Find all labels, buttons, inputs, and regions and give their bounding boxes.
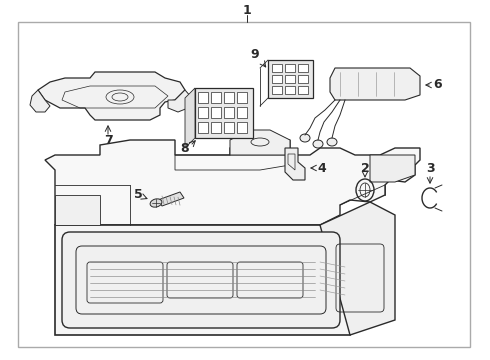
- Ellipse shape: [327, 138, 337, 146]
- Bar: [298, 64, 308, 72]
- Bar: [285, 64, 295, 72]
- Bar: [195, 88, 253, 138]
- Bar: [298, 75, 308, 83]
- Polygon shape: [45, 140, 420, 225]
- Bar: [272, 75, 282, 83]
- Text: 7: 7: [103, 134, 112, 147]
- Polygon shape: [320, 202, 395, 335]
- Polygon shape: [38, 72, 185, 120]
- Text: 5: 5: [134, 189, 143, 202]
- Text: 1: 1: [243, 4, 251, 17]
- Bar: [237, 92, 247, 103]
- FancyBboxPatch shape: [62, 232, 340, 328]
- Ellipse shape: [150, 199, 162, 207]
- Text: 8: 8: [181, 141, 189, 154]
- Polygon shape: [55, 195, 100, 225]
- Ellipse shape: [313, 140, 323, 148]
- Bar: [224, 122, 234, 133]
- Text: 2: 2: [361, 162, 369, 175]
- Polygon shape: [230, 130, 290, 155]
- Polygon shape: [55, 225, 350, 335]
- Text: 9: 9: [251, 49, 259, 62]
- Text: 3: 3: [426, 162, 434, 175]
- Bar: [224, 92, 234, 103]
- Bar: [211, 92, 221, 103]
- Bar: [285, 75, 295, 83]
- Bar: [298, 86, 308, 94]
- Bar: [198, 92, 208, 103]
- Bar: [211, 107, 221, 118]
- Polygon shape: [285, 148, 305, 180]
- Polygon shape: [330, 68, 420, 100]
- Ellipse shape: [300, 134, 310, 142]
- Polygon shape: [158, 192, 184, 206]
- Polygon shape: [370, 155, 415, 182]
- Text: 4: 4: [318, 162, 326, 175]
- Polygon shape: [30, 90, 50, 112]
- Polygon shape: [185, 88, 195, 148]
- Bar: [211, 122, 221, 133]
- Bar: [237, 122, 247, 133]
- Bar: [285, 86, 295, 94]
- Polygon shape: [168, 90, 192, 112]
- Bar: [237, 107, 247, 118]
- Bar: [268, 60, 313, 98]
- Bar: [272, 86, 282, 94]
- Bar: [224, 107, 234, 118]
- Bar: [198, 122, 208, 133]
- Text: 6: 6: [434, 78, 442, 91]
- Bar: [272, 64, 282, 72]
- Bar: [198, 107, 208, 118]
